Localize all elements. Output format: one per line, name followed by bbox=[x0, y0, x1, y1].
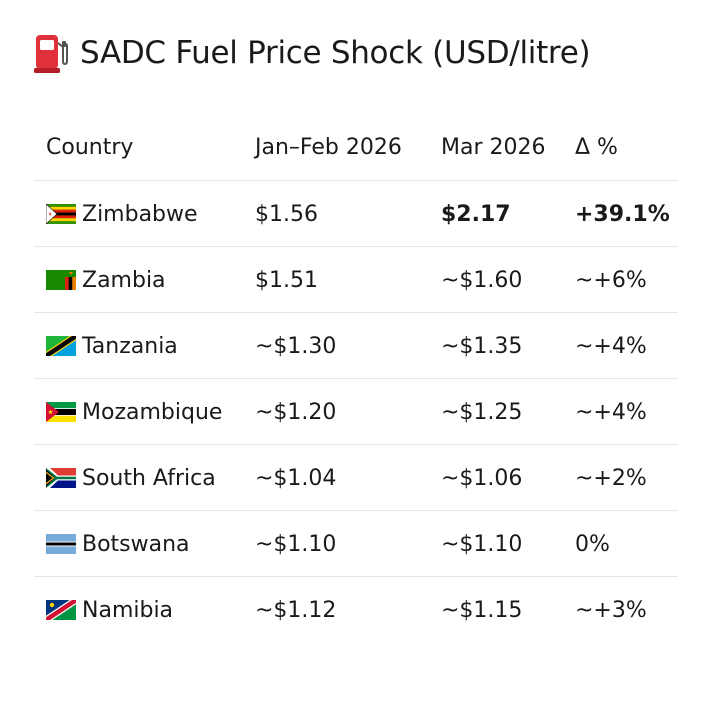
delta-percent: ~+6% bbox=[575, 267, 647, 293]
zimbabwe-flag-icon bbox=[46, 204, 76, 224]
delta-percent: ~+4% bbox=[575, 333, 647, 359]
title-row: SADC Fuel Price Shock (USD/litre) bbox=[34, 28, 591, 78]
country-cell: Zimbabwe bbox=[46, 181, 198, 247]
jan-feb-price: ~$1.30 bbox=[255, 333, 337, 359]
table-row: Botswana ~$1.10 ~$1.10 0% bbox=[34, 511, 678, 577]
country-cell: South Africa bbox=[46, 445, 216, 511]
country-cell: Mozambique bbox=[46, 379, 222, 445]
page-title: SADC Fuel Price Shock (USD/litre) bbox=[80, 35, 591, 71]
country-cell: Namibia bbox=[46, 577, 173, 643]
country-cell: Tanzania bbox=[46, 313, 178, 379]
country-name: Zimbabwe bbox=[82, 201, 198, 227]
jan-feb-price: $1.56 bbox=[255, 201, 318, 227]
table-row: Zambia $1.51 ~$1.60 ~+6% bbox=[34, 247, 678, 313]
delta-percent: ~+2% bbox=[575, 465, 647, 491]
mar-price: ~$1.60 bbox=[441, 267, 523, 293]
delta-percent: ~+3% bbox=[575, 597, 647, 623]
country-cell: Botswana bbox=[46, 511, 190, 577]
country-name: Mozambique bbox=[82, 399, 223, 425]
table-row: Tanzania ~$1.30 ~$1.35 ~+4% bbox=[34, 313, 678, 379]
delta-percent: ~+4% bbox=[575, 399, 647, 425]
column-header-jan-feb: Jan–Feb 2026 bbox=[255, 135, 402, 160]
zambia-flag-icon bbox=[46, 270, 76, 290]
jan-feb-price: ~$1.04 bbox=[255, 465, 337, 491]
country-name: Namibia bbox=[82, 597, 174, 623]
mar-price: ~$1.10 bbox=[441, 531, 523, 557]
column-header-country: Country bbox=[46, 135, 134, 160]
jan-feb-price: ~$1.10 bbox=[255, 531, 337, 557]
mar-price: ~$1.15 bbox=[441, 597, 523, 623]
table-row: South Africa ~$1.04 ~$1.06 ~+2% bbox=[34, 445, 678, 511]
delta-percent: +39.1% bbox=[575, 201, 670, 227]
table-row: Zimbabwe $1.56 $2.17 +39.1% bbox=[34, 181, 678, 247]
jan-feb-price: ~$1.20 bbox=[255, 399, 337, 425]
mar-price: ~$1.06 bbox=[441, 465, 523, 491]
mar-price: ~$1.25 bbox=[441, 399, 523, 425]
fuel-pump-icon bbox=[34, 35, 68, 73]
mozambique-flag-icon bbox=[46, 402, 76, 422]
jan-feb-price: $1.51 bbox=[255, 267, 318, 293]
jan-feb-price: ~$1.12 bbox=[255, 597, 337, 623]
table-row: Mozambique ~$1.20 ~$1.25 ~+4% bbox=[34, 379, 678, 445]
mar-price: $2.17 bbox=[441, 201, 511, 227]
country-cell: Zambia bbox=[46, 247, 166, 313]
column-header-delta: Δ % bbox=[575, 135, 618, 160]
botswana-flag-icon bbox=[46, 534, 76, 554]
tanzania-flag-icon bbox=[46, 336, 76, 356]
country-name: Zambia bbox=[82, 267, 166, 293]
table-row: Namibia ~$1.12 ~$1.15 ~+3% bbox=[34, 577, 678, 643]
delta-percent: 0% bbox=[575, 531, 610, 557]
fuel-price-table: Country Jan–Feb 2026 Mar 2026 Δ % Zimbab… bbox=[34, 114, 678, 643]
table-header: Country Jan–Feb 2026 Mar 2026 Δ % bbox=[34, 114, 678, 181]
country-name: Tanzania bbox=[82, 333, 178, 359]
country-name: Botswana bbox=[82, 531, 190, 557]
south-africa-flag-icon bbox=[46, 468, 76, 488]
column-header-mar: Mar 2026 bbox=[441, 135, 546, 160]
mar-price: ~$1.35 bbox=[441, 333, 523, 359]
country-name: South Africa bbox=[82, 465, 216, 491]
namibia-flag-icon bbox=[46, 600, 76, 620]
